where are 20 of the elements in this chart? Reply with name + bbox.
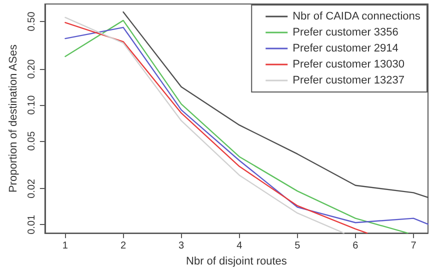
x-tick-label: 4 — [236, 240, 243, 252]
y-tick-label: 0.01 — [26, 214, 38, 234]
legend-label: Nbr of CAIDA connections — [292, 10, 421, 22]
y-tick-label: 0.50 — [26, 11, 38, 32]
y-axis-title: Proportion of destination ASes — [8, 44, 20, 193]
x-tick-label: 2 — [120, 240, 126, 252]
legend-label: Prefer customer 2914 — [292, 42, 398, 54]
x-axis-title: Nbr of disjoint routes — [186, 256, 288, 268]
y-tick-label: 0.20 — [26, 58, 38, 79]
x-tick-label: 3 — [178, 240, 185, 252]
legend-label: Prefer customer 3356 — [292, 26, 398, 38]
x-tick-label: 6 — [352, 240, 359, 252]
y-tick-label: 0.02 — [26, 178, 38, 198]
y-tick-label: 0.05 — [26, 130, 38, 151]
y-tick-label: 0.10 — [26, 94, 38, 115]
x-tick-label: 7 — [410, 240, 417, 252]
legend-label: Prefer customer 13237 — [292, 74, 404, 86]
legend-label: Prefer customer 13030 — [292, 58, 404, 70]
x-tick-label: 1 — [62, 240, 68, 252]
x-tick-label: 5 — [294, 240, 301, 252]
